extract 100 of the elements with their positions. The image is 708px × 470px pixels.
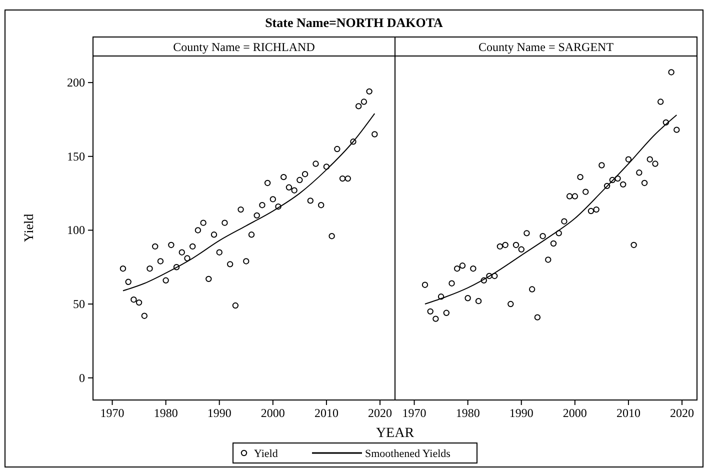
point [136,299,142,306]
point [550,240,557,247]
point [350,138,356,145]
y-axis-title: Yield [21,213,36,242]
x-tick-label: 1990 [509,406,534,420]
point [318,202,324,208]
point [259,202,266,208]
point [448,280,455,286]
point [432,316,439,322]
x-tick-label: 1970 [402,406,426,420]
legend-label: Smoothened Yields [365,448,450,460]
point [641,180,648,186]
point [674,126,680,133]
point [189,243,196,250]
point [222,220,228,226]
point [312,160,319,167]
point [593,206,600,213]
point [302,171,308,178]
point [630,242,637,248]
point [604,182,610,190]
point [475,298,482,304]
point [162,277,169,284]
y-tick-label: 0 [79,370,85,385]
point [226,261,234,268]
point [652,160,658,167]
point [206,276,212,282]
y-tick-label: 200 [67,76,85,90]
point [141,312,148,319]
point [125,278,132,285]
point [459,262,466,269]
point [508,300,514,308]
point [491,272,498,280]
point [286,184,292,190]
point [291,187,298,194]
point [210,232,218,238]
point [464,295,471,302]
point [270,196,276,202]
point [438,294,444,300]
line-series [122,113,376,292]
point [582,188,589,195]
point [657,98,664,105]
point [620,181,626,188]
point [355,103,362,110]
x-tick-label: 2010 [616,406,640,420]
x-axis-title: YEAR [376,426,415,441]
point [360,98,368,105]
point [427,308,434,315]
point [184,255,190,262]
point [344,175,351,182]
point [120,266,126,272]
point [248,232,255,238]
point [372,131,378,138]
x-tick-label: 1990 [207,406,232,420]
point [264,180,271,186]
point [334,146,340,152]
point [152,243,158,250]
point [486,272,492,280]
point [646,156,653,162]
point [470,266,476,272]
x-tick-label: 1980 [456,406,480,420]
point [636,170,642,176]
x-tick-label: 2000 [260,406,285,420]
point [200,220,206,226]
x-tick-label: 2020 [368,406,392,420]
point [216,249,222,256]
point [545,256,552,263]
x-tick-label: 1980 [154,406,178,420]
point [454,266,460,272]
point [254,212,260,219]
point [366,88,372,95]
point [157,258,164,264]
point [168,242,174,248]
chart-title: State Name=NORTH DAKOTA [265,15,444,30]
point [243,258,250,264]
point [534,314,541,320]
point [307,198,314,204]
legend-label: Yield [254,448,278,460]
x-tick-label: 2000 [562,406,587,420]
x-tick-label: 2020 [670,406,694,420]
point [275,203,282,210]
x-tick-label: 1970 [100,406,124,420]
point [443,310,450,316]
point [328,233,335,240]
point [173,264,180,270]
chart-subtitle: County Name = RICHLAND [173,40,316,54]
point [178,249,185,256]
y-tick-label: 100 [67,223,85,238]
point [588,208,594,214]
point [566,193,573,200]
point [528,286,536,292]
point [614,175,621,182]
point [609,176,616,184]
point [512,242,520,248]
point [339,175,346,182]
point [496,243,504,250]
chart-subtitle: County Name = SARGENT [478,40,614,54]
point [146,266,153,272]
point [561,218,568,224]
y-tick-label: 50 [73,297,85,312]
point [625,156,632,162]
